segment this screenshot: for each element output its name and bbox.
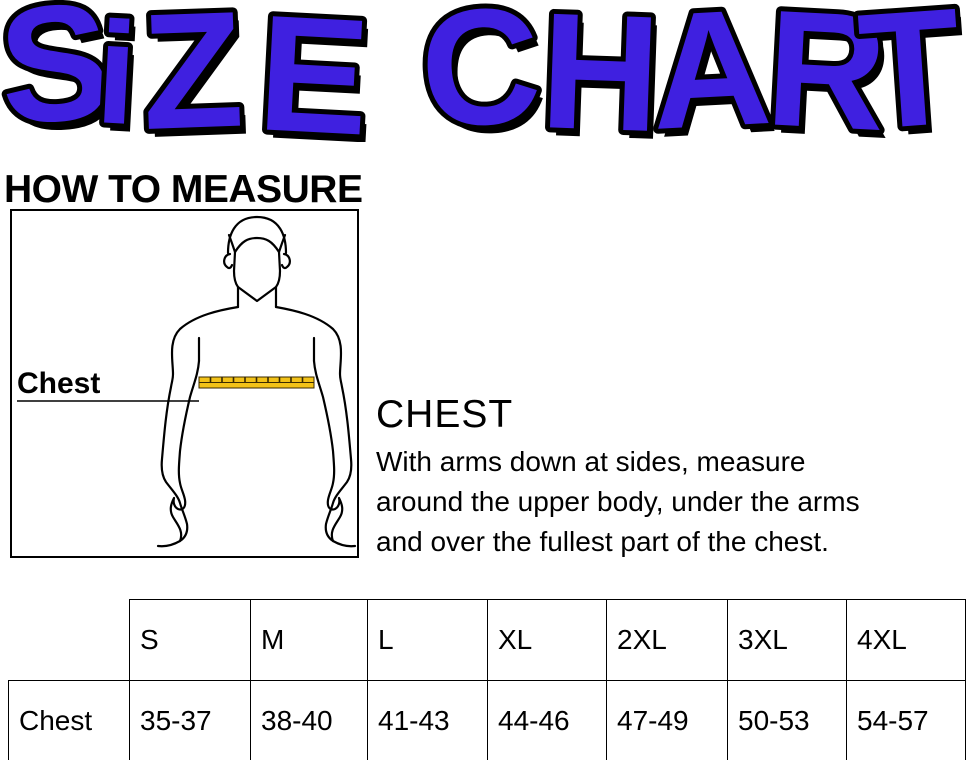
svg-text:H: H bbox=[538, 0, 664, 142]
svg-text:i: i bbox=[92, 0, 141, 142]
svg-text:Chest: Chest bbox=[17, 367, 100, 400]
svg-text:C: C bbox=[416, 0, 545, 142]
svg-text:Z: Z bbox=[139, 0, 246, 142]
svg-text:E: E bbox=[254, 0, 374, 142]
svg-text:T: T bbox=[854, 0, 967, 142]
svg-text:A: A bbox=[646, 0, 775, 142]
